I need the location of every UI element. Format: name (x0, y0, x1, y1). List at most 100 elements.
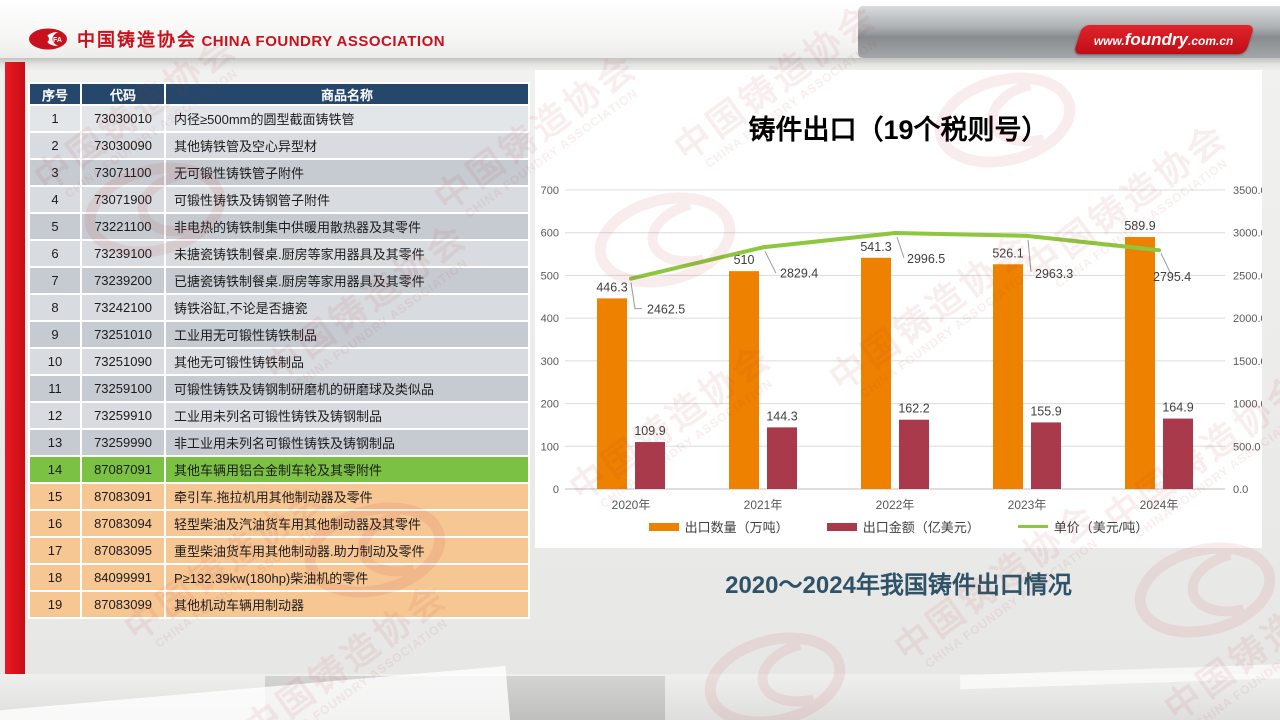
cell-code: 73239100 (80, 239, 166, 268)
col-header-code: 代码 (80, 82, 166, 106)
table-row: 8 73242100 铸铁浴缸,不论是否搪瓷 (28, 293, 530, 322)
cell-code: 73071900 (80, 185, 166, 214)
cell-code: 87083099 (80, 590, 166, 619)
legend-item: 单价（美元/吨） (1017, 517, 1149, 536)
cell-name: 未搪瓷铸铁制餐桌.厨房等家用器具及其零件 (164, 239, 530, 268)
x-axis-label: 2022年 (876, 498, 915, 512)
price-line (629, 231, 1161, 281)
data-label: 109.9 (634, 424, 665, 438)
x-axis-label: 2020年 (612, 498, 651, 512)
right-axis-tick: 1000.0 (1233, 399, 1262, 411)
website-badge: www.foundry.com.cn (1073, 25, 1255, 54)
label-leader (764, 251, 777, 274)
data-label: 155.9 (1030, 404, 1061, 418)
cell-num: 5 (28, 212, 82, 241)
chart-caption: 2020～2024年我国铸件出口情况 (725, 572, 1072, 599)
data-label: 2829.4 (780, 266, 818, 280)
table-row: 17 87083095 重型柴油货车用其他制动器.助力制动及零件 (28, 536, 530, 565)
x-axis-label: 2023年 (1008, 498, 1047, 512)
table-row: 7 73239200 已搪瓷铸铁制餐桌.厨房等家用器具及其零件 (28, 266, 530, 295)
cell-name: 其他无可锻性铸铁制品 (164, 347, 530, 376)
left-axis-tick: 700 (541, 185, 559, 197)
legend-item: 出口数量（万吨） (648, 517, 789, 536)
label-leader (1027, 239, 1032, 272)
left-axis-tick: 200 (541, 399, 559, 411)
data-label: 589.9 (1124, 219, 1155, 233)
cell-name: 无可锻性铸铁管子附件 (164, 158, 530, 187)
cell-name: 重型柴油货车用其他制动器.助力制动及零件 (164, 536, 530, 565)
header-divider (0, 58, 1280, 70)
cell-num: 1 (28, 104, 82, 133)
export-chart: 0 0.0 100 500.0 200 1000.0 300 1500.0 400 2000.0 5… (541, 185, 1262, 512)
legend-label: 单价（美元/吨） (1053, 520, 1149, 535)
association-name-cn: 中国铸造协会 (77, 30, 197, 50)
cell-num: 6 (28, 239, 82, 268)
cell-code: 87083091 (80, 482, 166, 511)
cell-num: 15 (28, 482, 82, 511)
bar-export-value (899, 419, 929, 489)
data-label: 2462.5 (647, 303, 685, 317)
cell-num: 19 (28, 590, 82, 619)
table-row: 18 84099991 P≥132.39kw(180hp)柴油机的零件 (28, 563, 530, 592)
table-row: 13 73259990 非工业用未列名可锻性铸铁及铸钢制品 (28, 428, 530, 457)
table-row: 5 73221100 非电热的铸铁制集中供暖用散热器及其零件 (28, 212, 530, 241)
table-row: 6 73239100 未搪瓷铸铁制餐桌.厨房等家用器具及其零件 (28, 239, 530, 268)
label-leader (896, 236, 905, 259)
table-row: 16 87083094 轻型柴油及汽油货车用其他制动器及其零件 (28, 509, 530, 538)
table-row: 15 87083091 牵引车.拖拉机用其他制动器及零件 (28, 482, 530, 511)
website-suffix: .com.cn (1188, 33, 1234, 48)
cell-num: 12 (28, 401, 82, 430)
cell-name: 非电热的铸铁制集中供暖用散热器及其零件 (164, 212, 530, 241)
association-name-en: CHINA FOUNDRY ASSOCIATION (201, 33, 446, 50)
data-label: 446.3 (596, 280, 627, 294)
cell-name: 牵引车.拖拉机用其他制动器及零件 (164, 482, 530, 511)
data-label: 2795.4 (1153, 270, 1191, 284)
cell-name: 工业用未列名可锻性铸铁及铸钢制品 (164, 401, 530, 430)
col-header-name: 商品名称 (164, 82, 530, 106)
right-axis-tick: 3000.0 (1233, 228, 1262, 240)
cell-name: 已搪瓷铸铁制餐桌.厨房等家用器具及其零件 (164, 266, 530, 295)
left-axis-tick: 100 (541, 441, 559, 453)
cell-name: 其他铸铁管及空心异型材 (164, 131, 530, 160)
bar-export-value (1163, 418, 1193, 489)
table-row: 4 73071900 可锻性铸铁及铸钢管子附件 (28, 185, 530, 214)
bar-export-value (635, 442, 665, 489)
cell-code: 73030090 (80, 131, 166, 160)
cell-num: 17 (28, 536, 82, 565)
data-label: 2963.3 (1035, 267, 1073, 281)
right-axis-tick: 2500.0 (1233, 270, 1262, 282)
cell-num: 8 (28, 293, 82, 322)
cell-code: 73030010 (80, 104, 166, 133)
cell-code: 73242100 (80, 293, 166, 322)
svg-text:FA: FA (53, 37, 62, 44)
cell-name: 工业用无可锻性铸铁制品 (164, 320, 530, 349)
cell-code: 73251010 (80, 320, 166, 349)
x-axis-label: 2021年 (744, 498, 783, 512)
tariff-table: 序号 代码 商品名称 1 73030010 内径≥500mm的圆型截面铸铁管 2 730… (28, 82, 530, 619)
right-axis-tick: 500.0 (1233, 441, 1261, 453)
cell-code: 73259910 (80, 401, 166, 430)
legend-label: 出口金额（亿美元） (862, 520, 980, 535)
cell-num: 4 (28, 185, 82, 214)
cell-num: 11 (28, 374, 82, 403)
cell-name: 铸铁浴缸,不论是否搪瓷 (164, 293, 530, 322)
cell-num: 3 (28, 158, 82, 187)
table-header-row: 序号 代码 商品名称 (28, 82, 530, 106)
legend-label: 出口数量（万吨） (684, 520, 789, 535)
right-axis-tick: 3500.0 (1233, 185, 1262, 197)
chart-legend: 出口数量（万吨） 出口金额（亿美元） 单价（美元/吨） (535, 517, 1262, 536)
table-row: 2 73030090 其他铸铁管及空心异型材 (28, 131, 530, 160)
cell-code: 73239200 (80, 266, 166, 295)
data-label: 162.2 (898, 402, 929, 416)
chart-title: 铸件出口（19个税则号） (748, 115, 1049, 145)
cell-num: 7 (28, 266, 82, 295)
cell-name: P≥132.39kw(180hp)柴油机的零件 (164, 563, 530, 592)
cell-code: 73251090 (80, 347, 166, 376)
cell-code: 84099991 (80, 563, 166, 592)
table-row: 10 73251090 其他无可锻性铸铁制品 (28, 347, 530, 376)
cell-name: 其他车辆用铝合金制车轮及其零附件 (164, 455, 530, 484)
left-axis-tick: 0 (553, 484, 559, 496)
left-axis-tick: 600 (541, 228, 559, 240)
cell-code: 73221100 (80, 212, 166, 241)
